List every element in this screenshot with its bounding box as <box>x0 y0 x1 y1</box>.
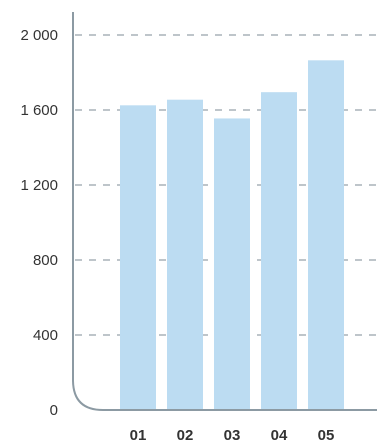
x-tick-label: 01 <box>130 427 147 443</box>
bar-05 <box>308 60 344 410</box>
y-tick-label: 1 200 <box>20 177 58 194</box>
y-tick-label: 0 <box>50 402 58 419</box>
y-tick-label: 800 <box>33 252 58 269</box>
x-tick-label: 05 <box>318 427 335 443</box>
x-tick-label: 04 <box>271 427 288 443</box>
x-tick-labels: 01 02 03 04 05 <box>130 427 335 443</box>
x-tick-label: 03 <box>224 427 241 443</box>
bar-01 <box>120 105 156 410</box>
x-tick-label: 02 <box>177 427 194 443</box>
y-tick-label: 400 <box>33 327 58 344</box>
y-tick-label: 1 600 <box>20 102 58 119</box>
axis-line <box>72 12 377 411</box>
y-tick-labels: 0 400 800 1 200 1 600 2 000 <box>20 27 58 419</box>
y-tick-label: 2 000 <box>20 27 58 44</box>
bar-02 <box>167 99 203 410</box>
bars <box>120 60 344 410</box>
axes <box>72 12 377 411</box>
bar-03 <box>214 118 250 410</box>
bar-04 <box>261 92 297 410</box>
